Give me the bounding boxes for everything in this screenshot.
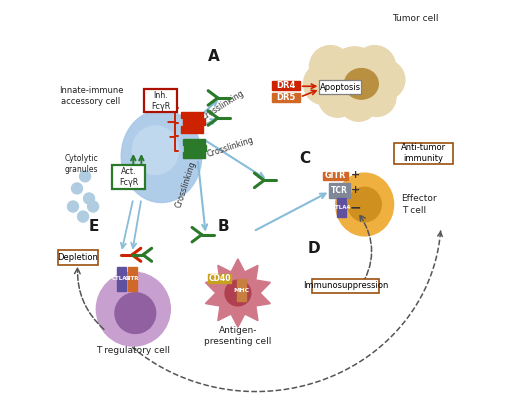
Text: E: E [89,219,99,234]
Circle shape [83,193,95,204]
Circle shape [68,201,79,212]
Polygon shape [127,267,137,291]
Circle shape [71,183,82,194]
Text: Apoptosis: Apoptosis [319,83,360,92]
Polygon shape [183,152,205,158]
Circle shape [339,83,378,121]
Text: −: − [350,200,361,214]
Text: Antigen-
presenting cell: Antigen- presenting cell [204,326,271,346]
Circle shape [304,63,345,105]
Text: Cytolytic
granules: Cytolytic granules [65,154,99,174]
Ellipse shape [345,68,378,99]
Polygon shape [181,112,203,118]
Circle shape [96,272,170,346]
Circle shape [79,171,91,182]
Text: B: B [217,219,229,234]
Text: Inh.
FcγR: Inh. FcγR [151,91,170,111]
Text: DR5: DR5 [276,93,296,102]
Text: +: + [351,170,360,180]
Circle shape [115,293,156,333]
Circle shape [354,46,396,87]
Text: DR4: DR4 [276,81,296,90]
Text: A: A [208,49,220,64]
Circle shape [77,211,89,222]
FancyBboxPatch shape [112,166,145,189]
Polygon shape [329,183,350,198]
Polygon shape [183,119,205,125]
Text: Immunosuppression: Immunosuppression [303,281,389,290]
Polygon shape [272,93,300,102]
Text: TCR: TCR [331,186,348,195]
Ellipse shape [121,110,202,202]
Circle shape [88,201,99,212]
Ellipse shape [336,173,394,236]
Text: GITR: GITR [325,171,346,181]
Text: Crosslinking: Crosslinking [200,88,246,122]
Polygon shape [208,275,231,284]
FancyBboxPatch shape [144,89,177,113]
FancyBboxPatch shape [319,80,361,94]
Text: MHC: MHC [233,288,249,293]
Text: D: D [308,241,321,256]
Polygon shape [205,259,270,327]
Text: Effector
T cell: Effector T cell [401,194,437,215]
Text: CD40: CD40 [208,275,231,284]
Circle shape [330,47,379,97]
Circle shape [309,46,351,87]
Text: GITR: GITR [125,277,139,281]
FancyBboxPatch shape [394,143,453,164]
FancyBboxPatch shape [312,279,379,293]
Text: Anti-tumor
immunity: Anti-tumor immunity [401,143,446,164]
Ellipse shape [132,126,179,175]
Text: T regulatory cell: T regulatory cell [96,346,170,355]
Text: CTLA4: CTLA4 [112,277,131,281]
Text: Crosslinking: Crosslinking [174,160,197,209]
Text: Depletion: Depletion [57,253,98,262]
Text: Innate-immune
accessory cell: Innate-immune accessory cell [59,86,123,106]
Text: Crosslinking: Crosslinking [206,135,255,159]
Polygon shape [183,139,205,145]
Polygon shape [117,267,125,291]
Circle shape [365,60,405,100]
Text: C: C [300,151,311,166]
FancyBboxPatch shape [58,250,98,265]
Circle shape [318,79,357,117]
Text: Tumor cell: Tumor cell [392,14,438,23]
Polygon shape [323,172,348,180]
Text: Act.
FcγR: Act. FcγR [119,167,138,187]
Polygon shape [184,145,206,151]
Polygon shape [337,198,346,217]
Text: +: + [351,185,360,196]
Text: CTLA4: CTLA4 [332,205,351,210]
Circle shape [225,280,251,306]
Polygon shape [181,126,203,132]
Polygon shape [238,279,246,301]
Circle shape [357,78,396,116]
Polygon shape [272,81,300,90]
Ellipse shape [348,187,381,222]
